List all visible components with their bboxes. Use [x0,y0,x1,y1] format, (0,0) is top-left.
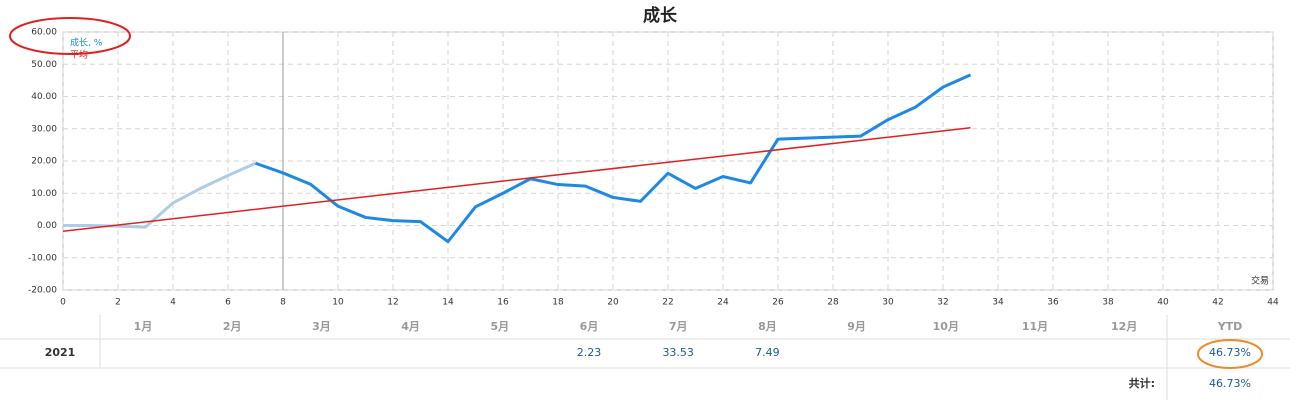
x-tick-label: 36 [1047,298,1059,308]
x-tick-label: 26 [772,298,784,308]
table-header: 9月 [847,320,866,333]
table-header: 12月 [1111,320,1137,333]
y-tick-label: 0.00 [37,221,57,231]
grid [62,31,1274,291]
y-tick-label: -20.00 [28,286,57,296]
table-header: 8月 [758,320,777,333]
x-tick-label: 34 [992,298,1004,308]
table-header: 5月 [490,320,509,333]
x-tick-label: 0 [60,298,66,308]
x-tick-label: 30 [882,298,894,308]
table-cell: 46.73% [1209,346,1251,359]
marks [62,32,972,290]
table: 1月 2月 3月 4月 5月 6月 7月 8月 9月 10月 11月 12月 YTD 2021 2.23 33… [0,315,1290,400]
y-tick-label: 60.00 [31,28,57,38]
x-tick-label: 20 [607,298,619,308]
x-tick-label: 24 [717,298,729,308]
table-header: 7月 [669,320,688,333]
x-tick-label: 6 [225,298,231,308]
y-tick-label: 40.00 [31,92,57,102]
table-header: 10月 [933,320,959,333]
table-cell: 2.23 [577,346,602,359]
highlight-circle [9,17,131,55]
row-label: 2021 [45,346,76,359]
x-tick-label: 16 [497,298,509,308]
y-tick-label: 50.00 [31,60,57,70]
x-tick-label: 10 [332,298,344,308]
footer-label: 共计: [1129,376,1155,390]
table-cell: 7.49 [755,346,780,359]
line-series [255,73,972,244]
x-tick-label: 2 [115,298,121,308]
table-cell: 33.53 [662,346,694,359]
x-tick-label: 38 [1102,298,1114,308]
table-header: 4月 [401,320,420,333]
legend-label: 成长, % [70,37,103,49]
footer-value: 46.73% [1209,377,1251,390]
table-header: YTD [1217,320,1243,333]
highlight-circle [1197,339,1263,369]
x-tick-label: 40 [1157,298,1169,308]
y-tick-label: 20.00 [31,157,57,167]
y-tick-label: 30.00 [31,124,57,134]
x-tick-label: 4 [170,298,176,308]
x-tick-label: 12 [387,298,398,308]
x-tick-label: 32 [937,298,948,308]
x-tick-label: 8 [280,298,286,308]
line-series [62,127,971,233]
x-tick-label: 18 [552,298,564,308]
table-header: 1月 [134,320,153,333]
legend-label: 平均 [70,49,88,61]
table-header: 11月 [1022,320,1048,333]
table-header: 3月 [312,320,331,333]
table-header: 2月 [223,320,242,333]
y-tick-label: -10.00 [28,253,57,263]
line-series [63,161,257,229]
x-tick-label: 22 [662,298,673,308]
x-tick-label: 44 [1267,298,1279,308]
y-tick-label: 10.00 [31,189,57,199]
annotation: 交易 [1251,275,1269,287]
table-header: 6月 [580,320,599,333]
x-tick-label: 42 [1212,298,1223,308]
chart-title: 成长 [643,5,678,26]
x-tick-label: 28 [827,298,839,308]
x-tick-label: 14 [442,298,454,308]
